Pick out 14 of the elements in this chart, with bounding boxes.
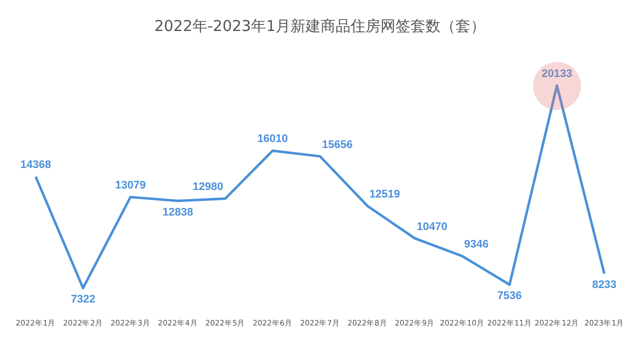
data-label: 12838 xyxy=(162,206,194,218)
data-label: 13079 xyxy=(115,180,146,192)
data-label: 7322 xyxy=(70,294,96,306)
data-label: 9346 xyxy=(464,238,489,251)
data-label: 12519 xyxy=(369,188,400,200)
data-label: 12980 xyxy=(192,181,224,194)
data-label: 14368 xyxy=(20,159,51,172)
data-label: 7536 xyxy=(497,290,522,302)
data-label: 8233 xyxy=(592,279,617,292)
data-label: 20133 xyxy=(542,68,572,80)
chart-title: 2022年-2023年1月新建商品住房网签套数（套） xyxy=(154,16,486,35)
data-label: 15656 xyxy=(322,138,353,151)
data-label: 10470 xyxy=(416,220,448,233)
data-label: 16010 xyxy=(257,133,288,146)
